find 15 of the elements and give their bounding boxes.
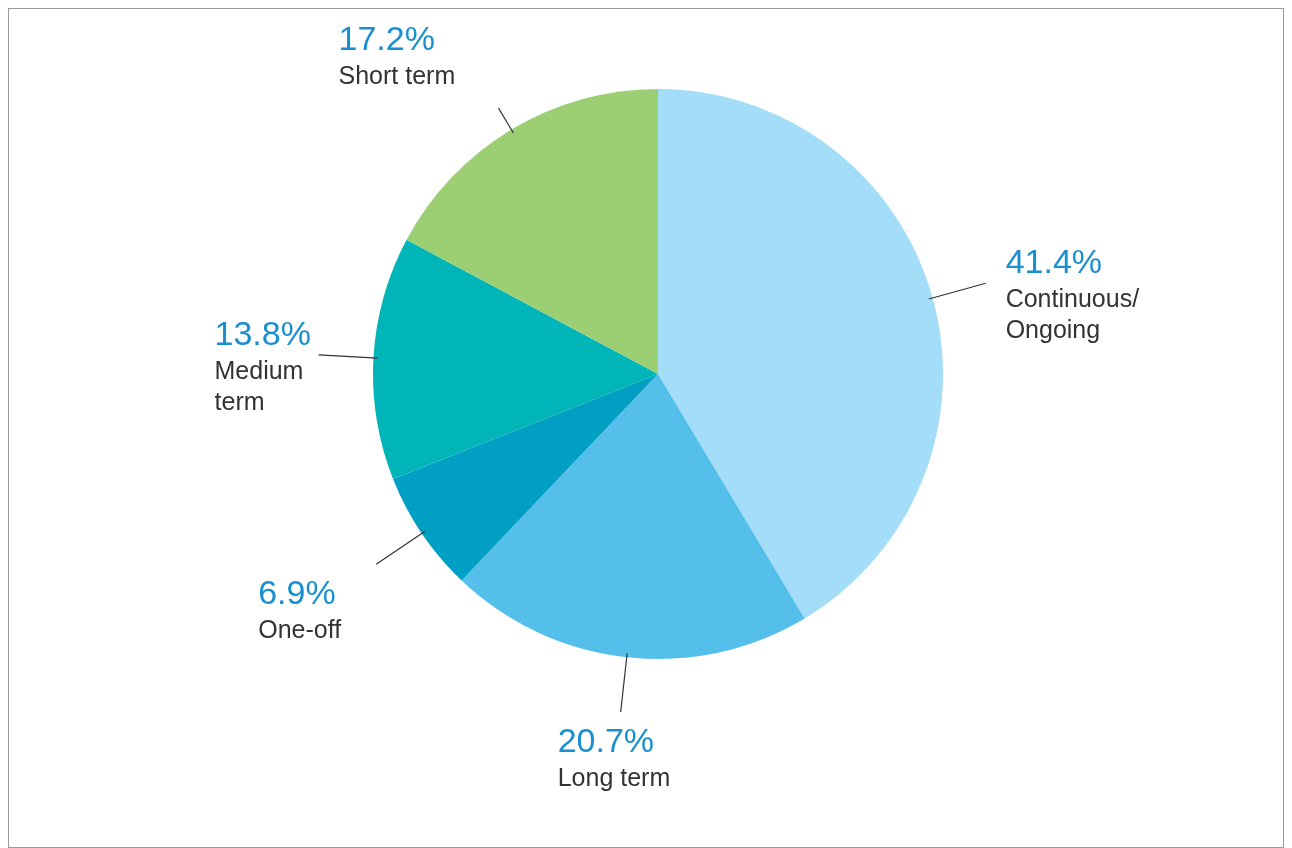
pie-slice [406, 89, 658, 374]
slice-label: One-off [258, 615, 342, 644]
slice-label: Long term [557, 762, 671, 791]
pie-slice [658, 89, 943, 619]
data-label: 20.7% [557, 720, 655, 759]
pie-slice [461, 374, 805, 659]
slice-label: Short term [338, 61, 456, 90]
slice-label: Continuous/ Ongoing [1005, 284, 1140, 344]
pie-slice [373, 239, 658, 479]
data-label: 6.9% [258, 573, 336, 612]
data-label: 41.4% [1005, 242, 1103, 281]
data-label: 17.2% [338, 19, 435, 58]
pie-slice [393, 374, 658, 581]
data-label: 13.8% [214, 313, 311, 352]
slice-label: Medium term [214, 355, 304, 415]
